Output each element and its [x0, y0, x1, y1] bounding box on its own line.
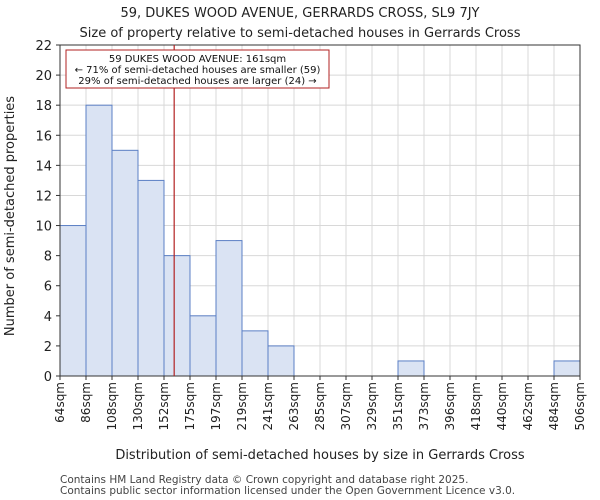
y-tick-label: 0: [44, 370, 52, 385]
x-tick-label: 263sqm: [287, 382, 301, 430]
footer-line-2: Contains public sector information licen…: [60, 485, 515, 497]
y-axis-title: Number of semi-detached properties: [3, 96, 18, 336]
x-tick-label: 175sqm: [183, 382, 197, 430]
y-tick-label: 4: [44, 310, 52, 325]
bar: [267, 345, 295, 377]
x-tick-label: 130sqm: [131, 382, 145, 430]
x-tick-label: 86sqm: [79, 382, 93, 423]
y-tick-label: 18: [35, 99, 52, 114]
x-axis-title: Distribution of semi-detached houses by …: [115, 448, 525, 463]
x-tick-label: 418sqm: [469, 382, 483, 430]
bar: [163, 255, 191, 377]
y-tick-label: 12: [35, 189, 52, 204]
x-tick-label: 506sqm: [573, 382, 587, 430]
y-tick-label: 6: [44, 280, 52, 295]
x-tick-label: 462sqm: [521, 382, 535, 430]
annotation-line: ← 71% of semi-detached houses are smalle…: [75, 65, 321, 76]
y-tick-label: 22: [35, 39, 52, 54]
y-tick-label: 8: [44, 250, 52, 265]
y-tick-label: 2: [44, 340, 52, 355]
chart-title: 59, DUKES WOOD AVENUE, GERRARDS CROSS, S…: [120, 6, 479, 21]
y-tick-label: 20: [35, 69, 52, 84]
bar: [59, 225, 87, 377]
x-tick-label: 484sqm: [547, 382, 561, 430]
x-tick-label: 351sqm: [391, 382, 405, 430]
footer-line-1: Contains HM Land Registry data © Crown c…: [60, 474, 468, 486]
y-tick-label: 16: [35, 129, 52, 144]
x-tick-label: 64sqm: [53, 382, 67, 423]
chart-subtitle: Size of property relative to semi-detach…: [80, 26, 521, 41]
y-tick-label: 10: [35, 220, 52, 235]
x-tick-label: 197sqm: [209, 382, 223, 430]
x-tick-label: 241sqm: [261, 382, 275, 430]
x-tick-label: 152sqm: [157, 382, 171, 430]
bar: [241, 330, 269, 377]
x-tick-label: 219sqm: [235, 382, 249, 430]
bar: [85, 104, 113, 377]
bar: [189, 315, 217, 377]
bar: [137, 179, 165, 377]
x-tick-label: 396sqm: [443, 382, 457, 430]
annotation-box: [65, 49, 330, 89]
annotation-line: 29% of semi-detached houses are larger (…: [78, 76, 316, 87]
y-tick-label: 14: [35, 159, 52, 174]
bar: [215, 240, 243, 377]
x-tick-label: 307sqm: [339, 382, 353, 430]
bar: [553, 360, 581, 377]
annotation-line: 59 DUKES WOOD AVENUE: 161sqm: [109, 54, 286, 65]
x-tick-label: 285sqm: [313, 382, 327, 430]
x-tick-label: 329sqm: [365, 382, 379, 430]
x-tick-label: 108sqm: [105, 382, 119, 430]
x-tick-label: 373sqm: [417, 382, 431, 430]
bar: [397, 360, 425, 377]
bar: [111, 149, 139, 377]
x-tick-label: 440sqm: [495, 382, 509, 430]
